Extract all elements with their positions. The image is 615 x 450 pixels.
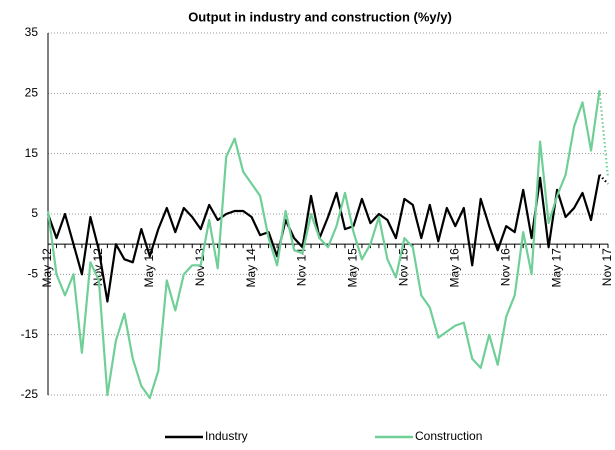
x-tick-label: May 15 — [346, 248, 360, 288]
x-tick-label: Nov 17 — [600, 248, 614, 286]
series-line — [46, 90, 601, 400]
x-tick-label: May 17 — [549, 248, 563, 288]
x-tick-label: May 16 — [447, 248, 461, 288]
series-line — [46, 174, 601, 303]
y-tick-label: -15 — [21, 327, 39, 341]
projected-line — [598, 174, 609, 185]
x-tick-label: Nov 16 — [498, 248, 512, 286]
x-tick-label: May 13 — [142, 248, 156, 288]
y-tick-label: 25 — [25, 86, 39, 100]
x-tick-label: Nov 12 — [91, 248, 105, 286]
legend-label: Industry — [205, 429, 248, 443]
x-tick-label: May 14 — [244, 248, 258, 288]
legend-label: Construction — [415, 429, 482, 443]
projected-line — [598, 90, 610, 178]
x-tick-label: Nov 14 — [295, 248, 309, 286]
y-tick-label: -25 — [21, 387, 39, 401]
y-tick-label: -5 — [27, 267, 38, 281]
y-tick-label: 5 — [31, 206, 38, 220]
chart-title: Output in industry and construction (%y/… — [188, 9, 452, 24]
x-tick-label: May 12 — [40, 248, 54, 288]
x-tick-label: Nov 13 — [193, 248, 207, 286]
y-tick-label: 35 — [25, 25, 39, 39]
y-tick-label: 15 — [25, 146, 39, 160]
